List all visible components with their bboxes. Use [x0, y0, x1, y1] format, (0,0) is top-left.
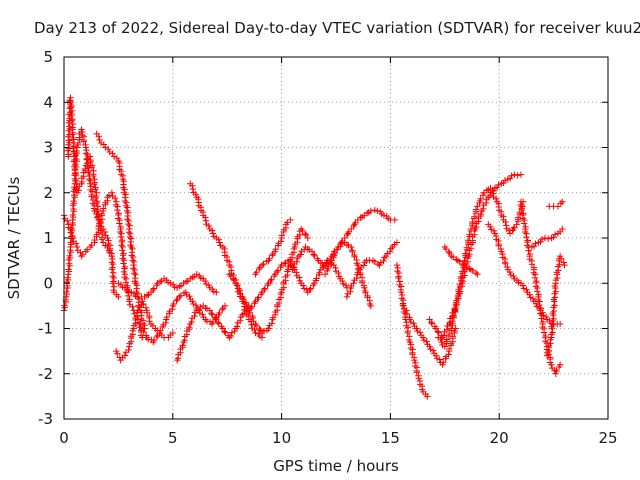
series-arc-12 — [252, 216, 294, 278]
series-arc-3 — [64, 94, 116, 260]
series-arc-6 — [115, 271, 220, 301]
series-markers — [321, 206, 398, 278]
series-arc-8 — [173, 302, 253, 364]
series-markers — [113, 298, 176, 364]
series-arc-15 — [343, 239, 401, 301]
x-tick-label: 15 — [381, 429, 400, 447]
series-markers — [289, 239, 375, 310]
x-tick-label: 5 — [168, 429, 178, 447]
series-arc-17 — [400, 302, 459, 368]
x-tick-label: 0 — [59, 429, 69, 447]
series-arc-22 — [517, 198, 564, 377]
series-markers — [517, 198, 564, 377]
chart-title: Day 213 of 2022, Sidereal Day-to-day VTE… — [34, 19, 640, 37]
y-tick-label: 1 — [43, 229, 53, 247]
series-arc-14 — [321, 206, 398, 278]
series-arc-24 — [546, 198, 566, 210]
y-tick-label: 2 — [43, 184, 53, 202]
series-markers — [64, 94, 116, 260]
series-arc-20 — [441, 243, 481, 278]
series-arc-16 — [393, 261, 431, 400]
series-markers — [528, 225, 566, 251]
data-points — [60, 94, 568, 400]
series-arc-10 — [226, 225, 311, 337]
y-tick-label: -3 — [38, 410, 53, 428]
y-tick-label: -1 — [38, 320, 53, 338]
series-arc-18 — [426, 171, 525, 341]
series-markers — [543, 252, 568, 359]
y-tick-label: -2 — [38, 365, 53, 383]
series-markers — [400, 302, 459, 368]
series-arc-5 — [113, 298, 176, 364]
x-axis-label: GPS time / hours — [273, 457, 399, 475]
y-axis-label: SDTVAR / TECUs — [5, 176, 23, 299]
series-markers — [173, 302, 253, 364]
x-tick-label: 10 — [272, 429, 291, 447]
series-arc-13 — [289, 239, 375, 310]
series-arc-25 — [543, 252, 568, 359]
series-arc-11 — [245, 257, 351, 314]
x-tick-label: 20 — [490, 429, 509, 447]
series-markers — [426, 171, 525, 341]
series-markers — [343, 239, 401, 301]
series-arc-19 — [435, 185, 527, 350]
series-arc-9 — [187, 180, 266, 341]
series-markers — [252, 216, 294, 278]
axis-ticks: 0 5 10 15 20 25 -3 -2 -1 0 1 2 3 4 5 — [38, 48, 618, 447]
series-arc-23 — [528, 225, 566, 251]
series-markers — [226, 225, 311, 337]
y-tick-label: 5 — [43, 48, 53, 66]
series-markers — [546, 198, 566, 210]
y-tick-label: 3 — [43, 139, 53, 157]
series-markers — [393, 261, 431, 400]
series-markers — [441, 243, 481, 278]
series-markers — [435, 185, 527, 350]
series-markers — [245, 257, 351, 314]
y-tick-label: 0 — [43, 274, 53, 292]
series-markers — [115, 271, 220, 301]
x-tick-label: 25 — [598, 429, 617, 447]
series-markers — [187, 180, 266, 341]
y-tick-label: 4 — [43, 93, 53, 111]
